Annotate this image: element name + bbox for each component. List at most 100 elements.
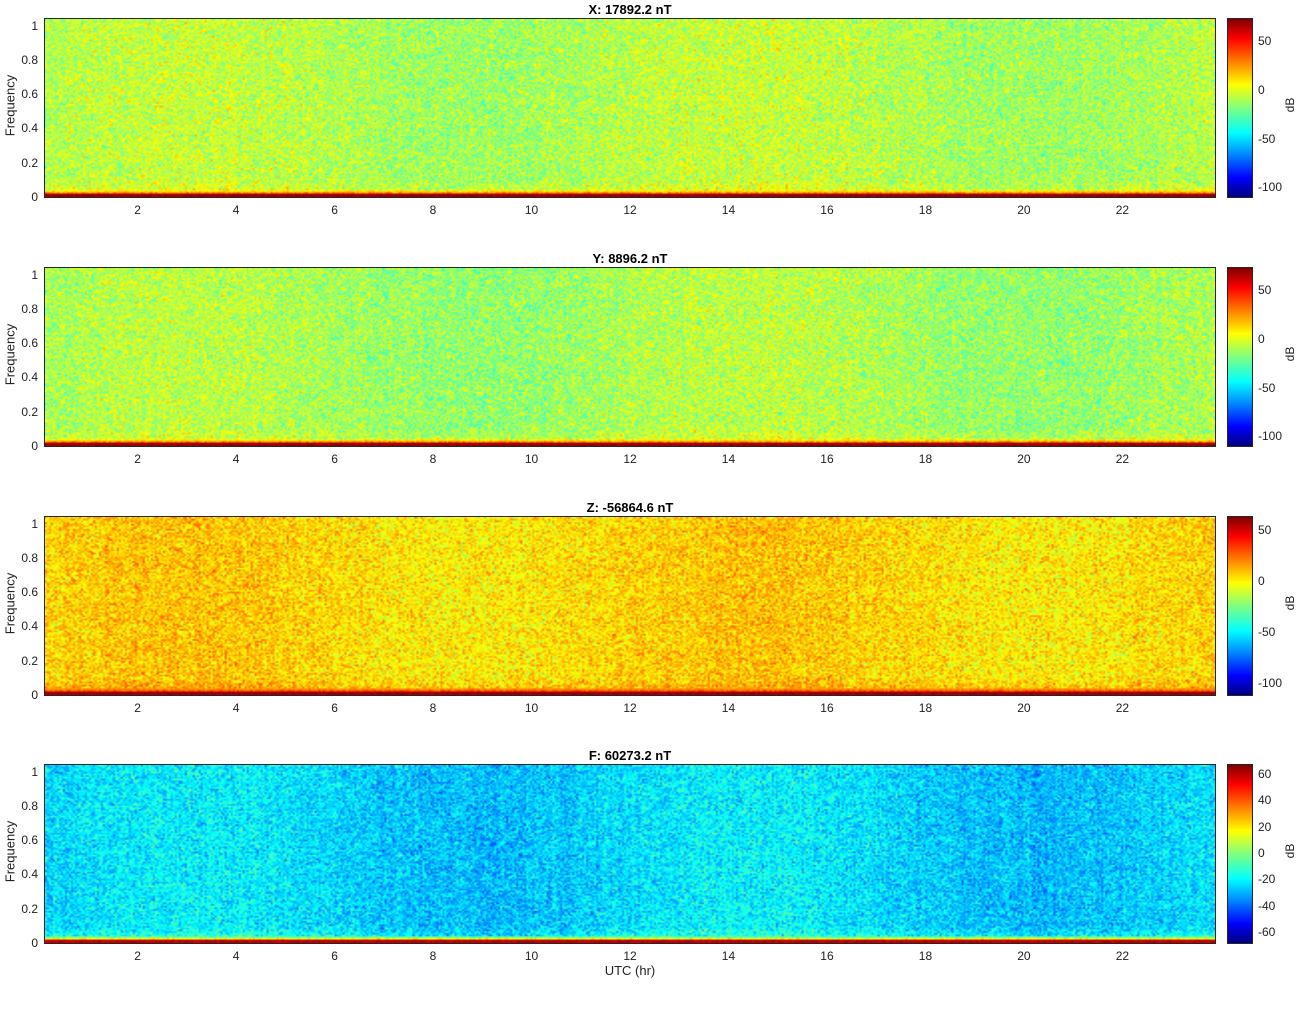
spectrogram-plot-area xyxy=(44,18,1216,198)
y-tick-label: 0.2 xyxy=(21,155,38,170)
spectrogram-panel: X: 17892.2 nT Frequency 0 0.2 0.4 0.6 0.8 1 2 4 6 8… xyxy=(0,2,1305,263)
x-tick-label: 12 xyxy=(623,203,637,217)
y-tick-label: 0.6 xyxy=(21,833,38,848)
y-tick-label: 0.4 xyxy=(21,370,38,385)
y-tick-label: 0.8 xyxy=(21,301,38,316)
colorbar-tick-label: -50 xyxy=(1258,624,1276,639)
x-tick-label: 14 xyxy=(721,203,736,217)
colorbar-unit-label: dB xyxy=(1283,843,1297,859)
x-tick-label: 10 xyxy=(524,203,539,217)
spectrogram-plot-area xyxy=(44,516,1216,696)
colorbar-tick-label: 0 xyxy=(1258,846,1265,860)
x-tick-label: 8 xyxy=(429,949,437,963)
panel-title: X: 17892.2 nT xyxy=(588,2,672,17)
x-tick-label: 22 xyxy=(1115,701,1130,715)
colorbar-tick-label: -40 xyxy=(1258,898,1276,913)
x-tick-label: 8 xyxy=(429,452,437,466)
colorbar-tick-label: 50 xyxy=(1258,34,1272,49)
x-tick-label: 14 xyxy=(721,949,736,963)
panel-title: Z: -56864.6 nT xyxy=(586,500,674,515)
x-tick-label: 8 xyxy=(429,203,437,217)
x-tick-label: 20 xyxy=(1017,949,1031,963)
colorbar-tick-label: -100 xyxy=(1258,429,1283,444)
x-tick-label: 22 xyxy=(1115,203,1130,217)
colorbar-tick-label: 0 xyxy=(1258,574,1265,589)
x-tick-label: 2 xyxy=(134,452,141,466)
x-tick-label: 20 xyxy=(1017,452,1031,466)
y-tick-label: 0.4 xyxy=(21,121,38,136)
colorbar-tick-label: 20 xyxy=(1258,819,1272,834)
x-tick-label: 10 xyxy=(524,452,539,466)
colorbar xyxy=(1227,267,1253,447)
y-tick-label: 1 xyxy=(31,764,38,779)
y-tick-label: 1 xyxy=(31,267,38,282)
y-tick-label: 0 xyxy=(31,688,38,702)
colorbar-unit-label: dB xyxy=(1283,595,1297,611)
x-tick-label: 20 xyxy=(1017,701,1031,715)
x-tick-label: 2 xyxy=(134,701,141,715)
colorbar-tick-label: -100 xyxy=(1258,675,1283,690)
colorbar-tick-label: -50 xyxy=(1258,131,1276,146)
y-tick-label: 0.8 xyxy=(21,550,38,565)
panel-title: Y: 8896.2 nT xyxy=(592,251,668,266)
colorbar xyxy=(1227,764,1253,944)
colorbar xyxy=(1227,18,1253,198)
y-tick-label: 1 xyxy=(31,516,38,531)
y-tick-label: 0.8 xyxy=(21,52,38,67)
x-tick-label: 16 xyxy=(820,701,834,715)
colorbar-tick-label: 0 xyxy=(1258,331,1265,346)
x-tick-label: 18 xyxy=(918,452,933,466)
x-tick-label: 10 xyxy=(524,949,539,963)
x-tick-label: 6 xyxy=(331,701,338,715)
spectrogram-plot-area xyxy=(44,267,1216,447)
y-tick-label: 0.4 xyxy=(21,619,38,634)
spectrogram-panel: Y: 8896.2 nT Frequency 0 0.2 0.4 0.6 0.8 1 2 4 6 8 1… xyxy=(0,251,1305,512)
y-tick-label: 0 xyxy=(31,936,38,950)
x-tick-label: 12 xyxy=(623,452,637,466)
y-tick-label: 0.6 xyxy=(21,585,38,600)
colorbar-tick-label: -60 xyxy=(1258,925,1276,940)
colorbar-tick-label: -50 xyxy=(1258,380,1276,395)
x-tick-label: 4 xyxy=(232,949,240,963)
spectrogram-heatmap xyxy=(45,765,1215,943)
y-tick-label: 0.6 xyxy=(21,87,38,102)
colorbar-tick-label: 40 xyxy=(1258,793,1272,808)
y-tick-label: 0 xyxy=(31,190,38,204)
panel-title: F: 60273.2 nT xyxy=(588,748,672,763)
x-tick-label: 6 xyxy=(331,949,338,963)
x-tick-label: 12 xyxy=(623,701,637,715)
colorbar-unit-label: dB xyxy=(1283,97,1297,113)
spectrogram-panel: Z: -56864.6 nT Frequency 0 0.2 0.4 0.6 0.8 1 2 4 6… xyxy=(0,500,1305,761)
spectrogram-heatmap xyxy=(45,19,1215,197)
spectrogram-plot-area xyxy=(44,764,1216,944)
x-tick-label: 2 xyxy=(134,949,141,963)
x-tick-label: 16 xyxy=(820,203,834,217)
y-tick-label: 0.2 xyxy=(21,404,38,419)
x-tick-label: 10 xyxy=(524,701,539,715)
x-tick-label: 8 xyxy=(429,701,437,715)
colorbar-tick-label: -100 xyxy=(1258,180,1283,195)
x-tick-label: 20 xyxy=(1017,203,1031,217)
x-tick-label: 14 xyxy=(721,701,736,715)
x-tick-label: 22 xyxy=(1115,949,1130,963)
x-tick-label: 2 xyxy=(134,203,141,217)
x-tick-label: 6 xyxy=(331,203,338,217)
spectrogram-heatmap xyxy=(45,517,1215,695)
y-tick-label: 0.4 xyxy=(21,867,38,882)
colorbar-unit-label: dB xyxy=(1283,346,1297,362)
colorbar-tick-label: 50 xyxy=(1258,283,1272,298)
y-tick-label: 0 xyxy=(31,439,38,453)
colorbar-tick-label: 0 xyxy=(1258,82,1265,97)
x-tick-label: 14 xyxy=(721,452,736,466)
x-tick-label: 4 xyxy=(232,452,240,466)
colorbar-tick-label: -20 xyxy=(1258,872,1276,887)
spectrogram-figure: X: 17892.2 nT Frequency 0 0.2 0.4 0.6 0.8 1 2 4 6 8… xyxy=(0,2,1305,963)
x-tick-label: 18 xyxy=(918,949,933,963)
y-tick-label: 0.2 xyxy=(21,901,38,916)
x-tick-label: 4 xyxy=(232,701,240,715)
spectrogram-panel: F: 60273.2 nT Frequency 0 0.2 0.4 0.6 0.8 1 2 4 6 8… xyxy=(0,748,1305,1009)
y-tick-label: 0.2 xyxy=(21,653,38,668)
x-tick-label: 4 xyxy=(232,203,240,217)
x-tick-label: 22 xyxy=(1115,452,1130,466)
x-tick-label: 16 xyxy=(820,452,834,466)
